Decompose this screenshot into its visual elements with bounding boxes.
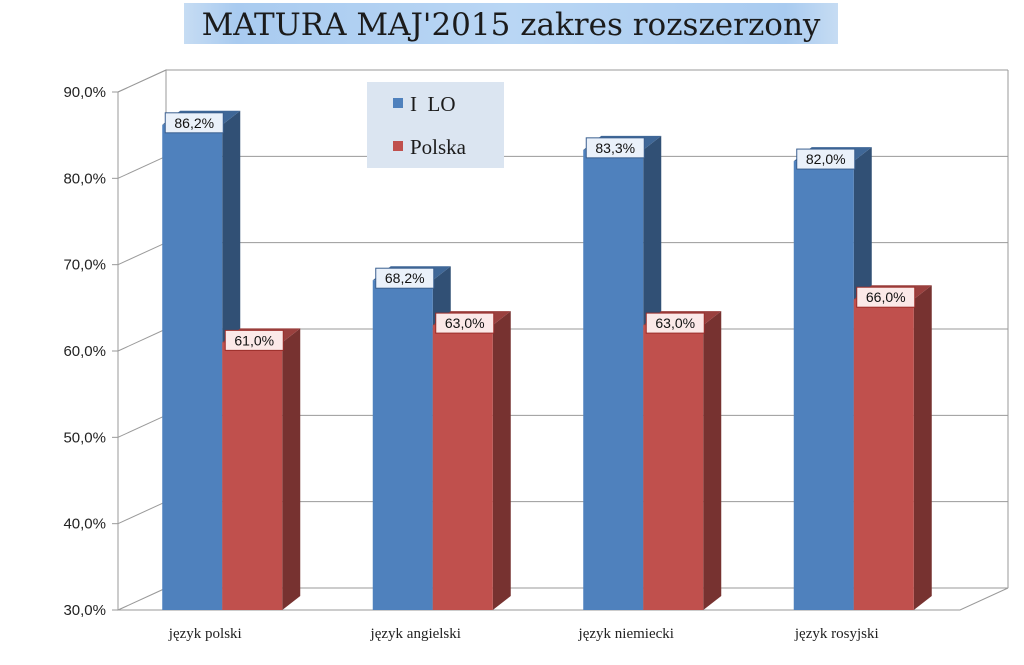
data-label-1-2: 68,2%	[385, 270, 425, 286]
legend-swatch-series-1	[393, 98, 403, 108]
data-label-2-3: 63,0%	[655, 315, 695, 331]
bar-side-2-1	[282, 328, 301, 610]
data-label-box-2-2	[435, 312, 495, 334]
y-tick-label: 60,0%	[63, 343, 106, 360]
legend-swatch-series-2	[393, 141, 403, 151]
data-label-box-1-3	[585, 137, 645, 159]
chart-title-group: MATURA MAJ'2015 zakres rozszerzony	[184, 3, 838, 44]
gridline-side	[117, 69, 167, 93]
x-axis: język polski język angielski język niemiec…	[168, 626, 879, 642]
gridline-side	[117, 501, 167, 525]
gridline-side	[117, 155, 167, 179]
x-tick-label-3: język niemiecki	[578, 626, 674, 642]
y-tick-label: 50,0%	[63, 429, 106, 446]
data-label-1-4: 82,0%	[806, 151, 846, 167]
y-axis: 30,0% 40,0% 50,0% 60,0% 70,0% 80,0% 90,0%	[63, 84, 119, 619]
data-label-box-2-3	[645, 312, 705, 334]
y-tick-label: 40,0%	[63, 516, 106, 533]
bar-1-4	[793, 161, 854, 611]
gridline-side	[117, 328, 167, 352]
legend: I LO Polska	[367, 82, 504, 168]
bar-1-3	[583, 149, 644, 611]
bar-1-2	[372, 280, 433, 610]
y-tick-label: 70,0%	[63, 257, 106, 274]
data-label-box-1-4	[796, 148, 856, 170]
y-tick-label: 30,0%	[63, 602, 106, 619]
data-label-2-2: 63,0%	[445, 315, 485, 331]
data-label-box-2-4	[856, 286, 916, 308]
gridline-side	[117, 242, 167, 266]
data-label-box-2-1	[224, 329, 284, 351]
legend-label-series-2: Polska	[410, 135, 467, 159]
bar-2-2	[432, 325, 493, 610]
data-label-box-1-1	[164, 112, 224, 134]
data-label-1-3: 83,3%	[595, 140, 635, 156]
data-label-2-4: 66,0%	[866, 289, 906, 305]
x-tick-label-4: język rosyjski	[794, 626, 879, 642]
bar-side-2-3	[703, 311, 722, 610]
y-tick-label: 90,0%	[63, 84, 106, 101]
bar-side-2-4	[913, 285, 932, 610]
bar-2-1	[222, 342, 283, 610]
chart-title: MATURA MAJ'2015 zakres rozszerzony	[202, 7, 821, 43]
bar-2-3	[643, 325, 704, 610]
gridline-side	[117, 414, 167, 438]
legend-label-series-1: I LO	[410, 92, 456, 116]
x-tick-label-1: język polski	[168, 626, 242, 642]
bar-1-1	[162, 124, 223, 610]
data-label-2-1: 61,0%	[234, 332, 274, 348]
x-tick-label-2: język angielski	[370, 626, 461, 642]
bar-2-4	[853, 299, 914, 610]
bar-side-2-2	[492, 311, 511, 610]
data-label-box-1-2	[375, 267, 435, 289]
legend-box	[367, 82, 504, 168]
data-labels: 86,2% 61,0% 68,2% 63,0% 83,3% 63,0% 82,0% 66,0%	[164, 112, 916, 351]
y-tick-label: 80,0%	[63, 170, 106, 187]
bars	[162, 110, 932, 611]
chart-title-background	[184, 3, 838, 44]
data-label-1-1: 86,2%	[174, 115, 214, 131]
